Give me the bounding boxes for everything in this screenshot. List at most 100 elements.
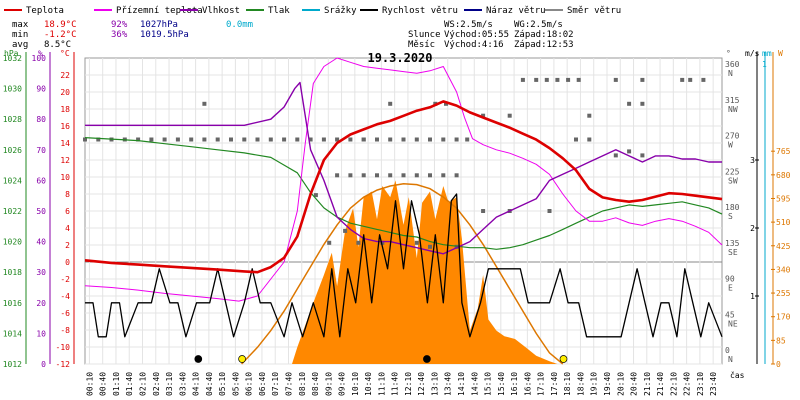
pressure-tick-label: 1028 bbox=[3, 115, 22, 124]
solar-tick-label: 595 bbox=[776, 195, 791, 204]
compass-tick-label: W bbox=[728, 141, 733, 150]
time-tick-label: 12:40 bbox=[417, 372, 426, 396]
time-tick-label: 03:40 bbox=[178, 372, 187, 396]
temperature-axis-label: °C bbox=[60, 49, 70, 58]
time-tick-label: 04:40 bbox=[205, 372, 214, 396]
temperature-tick-label: 10 bbox=[60, 173, 70, 182]
time-tick-label: 22:10 bbox=[669, 372, 678, 396]
solar-radiation-layer bbox=[241, 180, 564, 365]
stat-max-press: 1027hPa bbox=[140, 20, 178, 30]
wind-direction-point bbox=[441, 173, 446, 178]
wind-direction-point bbox=[701, 77, 706, 82]
stat-max-temp: 18.9°C bbox=[44, 20, 77, 30]
wind-direction-point bbox=[136, 137, 141, 142]
info-moon-label: Měsíc bbox=[408, 40, 435, 50]
wind-direction-point bbox=[555, 77, 560, 82]
info-sunset: Západ:18:02 bbox=[514, 30, 574, 40]
humidity-tick-label: 0 bbox=[41, 360, 46, 369]
time-tick-label: 11:10 bbox=[377, 372, 386, 396]
solar-tick-label: 170 bbox=[776, 313, 791, 322]
time-tick-label: 15:40 bbox=[497, 372, 506, 396]
legend-label-press: Tlak bbox=[268, 6, 290, 16]
wind-direction-point bbox=[189, 137, 194, 142]
temperature-tick-label: -10 bbox=[56, 343, 71, 352]
direction-axis-label: ° bbox=[726, 49, 731, 58]
compass-tick-label: N bbox=[728, 355, 733, 364]
time-tick-label: 14:10 bbox=[457, 372, 466, 396]
direction-tick-label: 225 bbox=[725, 167, 740, 176]
wind-direction-point bbox=[96, 137, 101, 142]
wind-direction-point bbox=[162, 137, 167, 142]
pressure-line bbox=[84, 137, 723, 250]
time-tick-label: 00:10 bbox=[85, 372, 94, 396]
wind-direction-point bbox=[566, 77, 571, 82]
wind-direction-point bbox=[380, 240, 385, 245]
humidity-axis-label: % bbox=[38, 49, 43, 58]
time-tick-label: 14:40 bbox=[470, 372, 479, 396]
stats-block: max 18.9°C 92% 1027hPa 0.0mm min -1.2°C … bbox=[12, 20, 253, 50]
wind-direction-point bbox=[215, 137, 220, 142]
direction-tick-label: 270 bbox=[725, 132, 740, 141]
wind-direction-point bbox=[688, 77, 693, 82]
wind-direction-point bbox=[308, 137, 313, 142]
time-tick-label: 20:40 bbox=[630, 372, 639, 396]
temperature-tick-label: 8 bbox=[65, 190, 70, 199]
wind-direction-point bbox=[627, 149, 632, 154]
wind-direction-point bbox=[343, 228, 348, 233]
humidity-tick-label: 10 bbox=[36, 329, 46, 338]
wind-direction-point bbox=[481, 113, 486, 118]
time-tick-label: 08:40 bbox=[311, 372, 320, 396]
sun-moon-markers bbox=[194, 355, 568, 363]
wind-direction-point bbox=[640, 101, 645, 106]
wind-direction-point bbox=[375, 173, 379, 178]
info-sun-label: Slunce bbox=[408, 30, 441, 40]
wind-direction-point bbox=[640, 77, 645, 82]
wind-direction-point bbox=[587, 113, 592, 118]
wind-direction-point bbox=[428, 173, 432, 178]
wind-speed-line bbox=[85, 193, 723, 338]
stat-min-hum: 36% bbox=[111, 30, 128, 40]
wind-direction-point bbox=[613, 77, 618, 82]
rain-axis-label: mm bbox=[762, 49, 772, 58]
wind-axis-label: m/s bbox=[745, 49, 760, 58]
wind-direction-point bbox=[229, 137, 233, 142]
time-tick-label: 01:10 bbox=[112, 372, 121, 396]
wind-direction-point bbox=[444, 101, 448, 106]
temperature-tick-label: -8 bbox=[60, 326, 70, 335]
wind-tick-label: 2 bbox=[750, 224, 755, 233]
humidity-tick-label: 40 bbox=[36, 238, 46, 247]
humidity-tick-label: 60 bbox=[36, 176, 46, 185]
temperature-tick-label: 20 bbox=[60, 88, 70, 97]
wind-direction-point bbox=[428, 244, 432, 249]
solar-tick-label: 340 bbox=[776, 265, 791, 274]
pressure-tick-label: 1014 bbox=[3, 329, 22, 338]
compass-tick-label: E bbox=[728, 284, 733, 293]
wind-direction-point bbox=[401, 137, 406, 142]
wind-direction-point bbox=[149, 137, 154, 142]
wind-direction-point bbox=[388, 173, 393, 178]
time-tick-label: 02:40 bbox=[152, 372, 161, 396]
ground-temperature-line bbox=[84, 57, 723, 302]
time-tick-label: 01:40 bbox=[125, 372, 134, 396]
wind-direction-point bbox=[202, 137, 207, 142]
stat-min-label: min bbox=[12, 30, 28, 40]
time-tick-label: 21:40 bbox=[656, 372, 665, 396]
chart-title: 19.3.2020 bbox=[367, 51, 432, 65]
stat-avg-label: avg bbox=[12, 40, 28, 50]
stat-max-label: max bbox=[12, 20, 29, 30]
temperature-tick-label: -2 bbox=[60, 275, 70, 284]
wind-direction-point bbox=[348, 137, 353, 142]
pressure-tick-label: 1012 bbox=[3, 360, 22, 369]
solar-tick-label: 680 bbox=[776, 171, 791, 180]
pressure-tick-label: 1032 bbox=[3, 54, 22, 63]
time-tick-label: 09:10 bbox=[324, 372, 333, 396]
wind-direction-point bbox=[335, 137, 340, 142]
time-tick-label: 18:40 bbox=[576, 372, 585, 396]
solar-tick-label: 425 bbox=[776, 242, 791, 251]
wind-direction-point bbox=[576, 77, 581, 82]
wind-direction-point bbox=[295, 137, 300, 142]
legend-label-gust: Náraz větru bbox=[486, 6, 546, 16]
wind-direction-point bbox=[627, 101, 632, 106]
wind-direction-point bbox=[414, 240, 419, 245]
